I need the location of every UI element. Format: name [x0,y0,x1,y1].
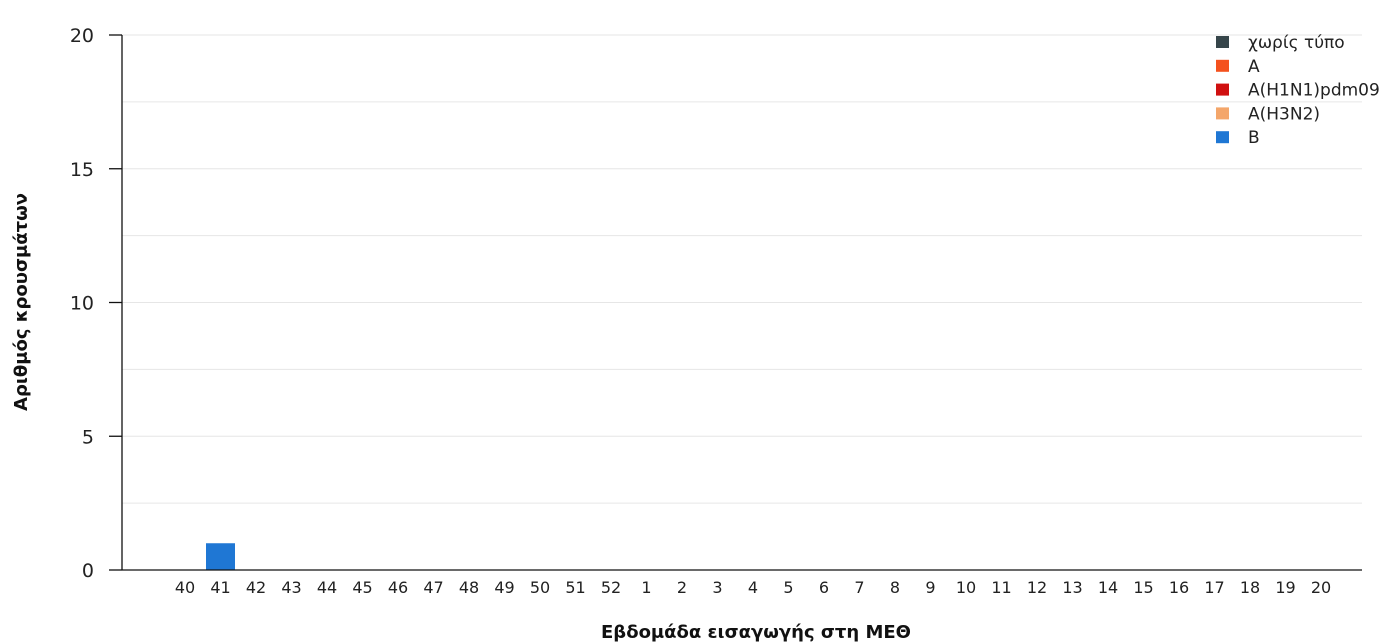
x-tick-label: 51 [565,578,585,597]
x-tick-label: 2 [677,578,687,597]
x-tick-label: 43 [281,578,301,597]
x-tick-label: 19 [1275,578,1295,597]
legend-label: A [1248,57,1260,77]
y-tick-label: 5 [82,426,94,448]
x-tick-label: 48 [459,578,479,597]
x-tick-label: 7 [854,578,864,597]
x-tick-label: 20 [1311,578,1331,597]
y-tick-label: 15 [70,159,94,181]
legend-label: χωρίς τύπο [1248,33,1345,53]
y-tick-label: 20 [70,25,94,47]
x-tick-label: 16 [1169,578,1189,597]
legend-swatch [1216,59,1229,72]
legend-swatch [1216,131,1229,144]
x-tick-label: 8 [890,578,900,597]
x-tick-label: 45 [352,578,372,597]
bar [206,543,235,570]
x-tick-label: 52 [601,578,621,597]
x-tick-label: 13 [1062,578,1082,597]
grid-lines [122,34,1362,504]
bars [206,543,235,570]
x-tick-label: 42 [246,578,266,597]
x-tick-labels: 40 41 42 43 44 45 46 47 48 49 50 51 52 1 2 3 4 5 6 7 8 9 10 11 1… [175,578,1331,597]
x-tick-label: 46 [388,578,408,597]
x-tick-label: 9 [925,578,935,597]
legend: χωρίς τύπο A A(H1N1)pdm09 A(H3N2) B [1216,33,1380,148]
x-tick-label: 12 [1027,578,1047,597]
y-axis-title: Αριθμός κρουσμάτων [11,193,32,411]
x-tick-label: 6 [819,578,829,597]
legend-label: B [1248,128,1260,148]
x-tick-label: 44 [317,578,337,597]
x-tick-label: 11 [991,578,1011,597]
legend-label: A(H1N1)pdm09 [1248,81,1380,101]
legend-swatch [1216,83,1229,96]
x-tick-label: 41 [210,578,230,597]
y-tick-labels: 0 5 10 15 20 [70,25,122,582]
y-tick-label: 10 [70,293,94,315]
x-tick-label: 47 [423,578,443,597]
x-tick-label: 4 [748,578,758,597]
x-tick-label: 18 [1240,578,1260,597]
x-tick-label: 14 [1098,578,1118,597]
legend-label: A(H3N2) [1248,104,1320,124]
y-tick-label: 0 [82,560,94,582]
x-tick-label: 40 [175,578,195,597]
legend-swatch [1216,107,1229,120]
x-tick-label: 10 [956,578,976,597]
x-tick-label: 17 [1204,578,1224,597]
x-tick-label: 49 [494,578,514,597]
x-tick-label: 1 [641,578,651,597]
x-tick-label: 5 [783,578,793,597]
x-tick-label: 50 [530,578,550,597]
legend-swatch [1216,36,1229,48]
x-tick-label: 3 [712,578,722,597]
x-axis-title: Εβδομάδα εισαγωγής στη ΜΕΘ [601,622,911,643]
x-tick-label: 15 [1133,578,1153,597]
